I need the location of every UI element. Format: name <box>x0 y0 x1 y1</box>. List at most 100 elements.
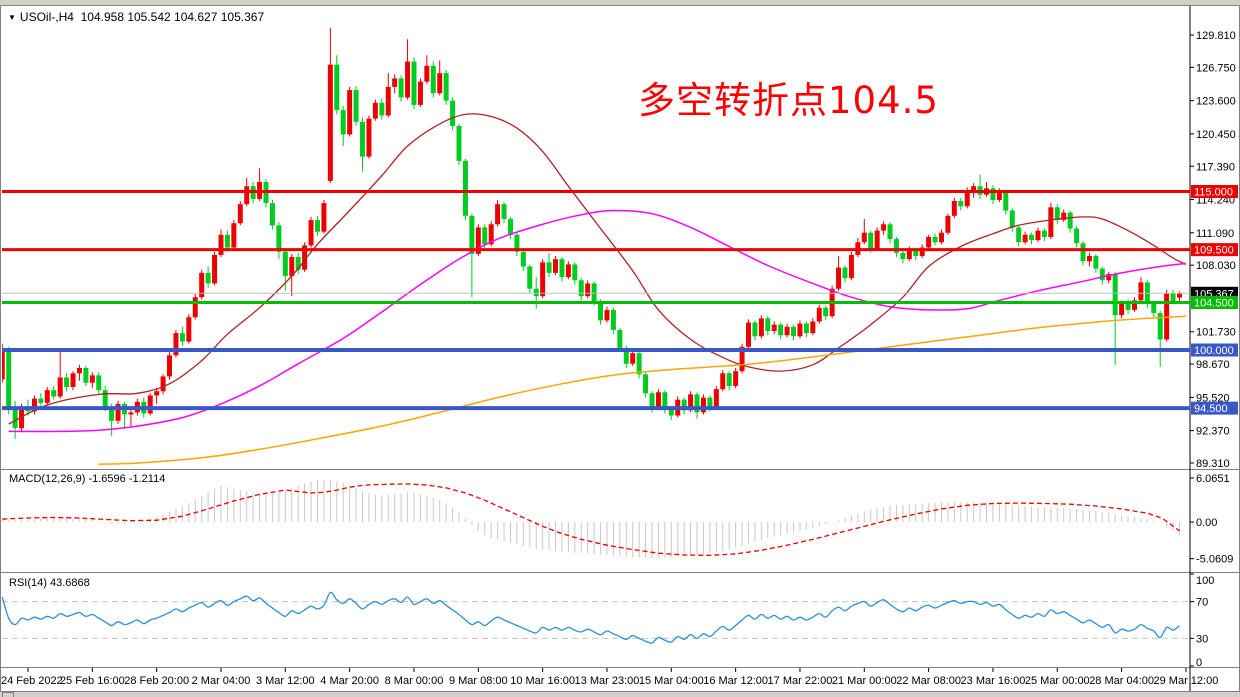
candle-body <box>167 355 173 377</box>
candle-body <box>1131 300 1137 310</box>
candle-body <box>771 324 777 331</box>
candle-body <box>1099 268 1105 281</box>
time-axis-label: 4 Mar 20:00 <box>320 675 379 687</box>
macd-axis-label: 6.0651 <box>1196 473 1230 485</box>
candle-body <box>713 389 719 408</box>
candle-body <box>1119 302 1125 316</box>
candle-body <box>6 350 12 410</box>
window-left-edge <box>0 5 1 691</box>
time-axis-label: 13 Mar 23:00 <box>575 675 640 687</box>
chart-ohlc-values: 104.958 105.542 104.627 105.367 <box>80 10 265 24</box>
candle-body <box>752 322 758 337</box>
svg-text:100.000: 100.000 <box>1194 345 1234 357</box>
rsi-axis-label: 30 <box>1196 633 1208 645</box>
candle-body <box>662 392 668 410</box>
rsi-pane[interactable] <box>1 591 1190 644</box>
candle-body <box>372 102 378 119</box>
candle-body <box>443 73 449 101</box>
candle-body <box>887 224 893 240</box>
candle-body <box>630 353 636 364</box>
rsi-indicator-label: RSI(14) 43.6868 <box>9 577 90 589</box>
candle-body <box>205 272 211 284</box>
time-axis-label: 22 Mar 08:00 <box>896 675 961 687</box>
candle-body <box>784 326 790 336</box>
time-axis-label: 3 Mar 12:00 <box>256 675 315 687</box>
candle-body <box>1170 292 1176 302</box>
price-badge <box>1191 401 1238 415</box>
candle-body <box>353 90 359 122</box>
candle-body <box>192 297 198 318</box>
candle-body <box>990 188 996 200</box>
svg-text:115.000: 115.000 <box>1194 187 1233 199</box>
candle-body <box>893 239 899 253</box>
candle-body <box>694 394 700 413</box>
price-badge <box>1191 343 1238 357</box>
candle-body <box>424 65 430 82</box>
symbol-dropdown-icon[interactable]: ▼ <box>8 13 16 22</box>
scrollbar-thumb[interactable] <box>2 692 14 697</box>
candle-body <box>57 377 63 397</box>
price-badge <box>1191 295 1238 309</box>
annotation-text: 多空转折点104.5 <box>638 79 939 122</box>
price-axis-label: 129.810 <box>1196 30 1236 42</box>
candle-body <box>700 397 706 413</box>
candle-body <box>64 377 70 387</box>
candle-body <box>392 78 398 87</box>
candle-body <box>540 262 546 297</box>
candle-body <box>102 390 108 408</box>
candle-body <box>282 251 288 277</box>
candle-body <box>1080 243 1086 262</box>
candle-body <box>366 118 372 157</box>
candle-body <box>507 218 513 235</box>
chart-title: ▼ USOil-,H4 104.958 105.542 104.627 105.3… <box>8 10 264 24</box>
price-axis-label: 120.450 <box>1196 129 1236 141</box>
candle-body <box>269 203 275 226</box>
candle-body <box>398 78 404 98</box>
candle-body <box>76 367 82 374</box>
candle-body <box>115 403 121 421</box>
candle-body <box>1009 210 1015 228</box>
macd-indicator-label: MACD(12,26,9) -1.6596 -1.2114 <box>9 473 166 485</box>
candle-body <box>553 259 559 273</box>
candle-body <box>1041 230 1047 237</box>
candle-body <box>179 333 185 342</box>
macd-pane[interactable] <box>1 479 1181 559</box>
candle-body <box>31 398 37 412</box>
candle-body <box>1112 273 1118 316</box>
candle-body <box>932 236 938 243</box>
rsi-axis-label: 0 <box>1196 657 1202 669</box>
candle-body <box>668 409 674 416</box>
candle-body <box>224 234 230 248</box>
main-chart-pane[interactable] <box>0 27 1190 465</box>
horizontal-scrollbar[interactable] <box>0 691 1240 697</box>
candle-body <box>1029 234 1035 241</box>
candle-body <box>314 220 320 232</box>
candle-body <box>231 223 237 248</box>
candle-body <box>810 321 816 334</box>
candle-body <box>1125 302 1131 310</box>
macd-axis-label: 0.00 <box>1196 517 1217 529</box>
ma-slow-magenta <box>8 209 1186 433</box>
candle-body <box>417 81 423 105</box>
candle-body <box>1054 207 1060 221</box>
candle-body <box>379 102 385 116</box>
price-axis-label: 108.030 <box>1196 260 1236 272</box>
candle-body <box>83 367 89 383</box>
price-axis-label: 111.090 <box>1196 228 1234 240</box>
candle-body <box>803 323 809 334</box>
ma-medium-darkred <box>8 113 1187 425</box>
candle-body <box>881 224 887 231</box>
candle-body <box>610 309 616 330</box>
candle-body <box>96 375 102 391</box>
candle-body <box>1035 230 1041 241</box>
candle-body <box>1177 293 1183 298</box>
time-axis-label: 28 Feb 20:00 <box>124 675 189 687</box>
candle-body <box>321 203 327 232</box>
candle-body <box>868 232 874 249</box>
candle-body <box>1157 313 1163 340</box>
candle-body <box>520 251 526 267</box>
candle-body <box>12 409 18 429</box>
price-axis-label: 95.520 <box>1196 392 1230 404</box>
